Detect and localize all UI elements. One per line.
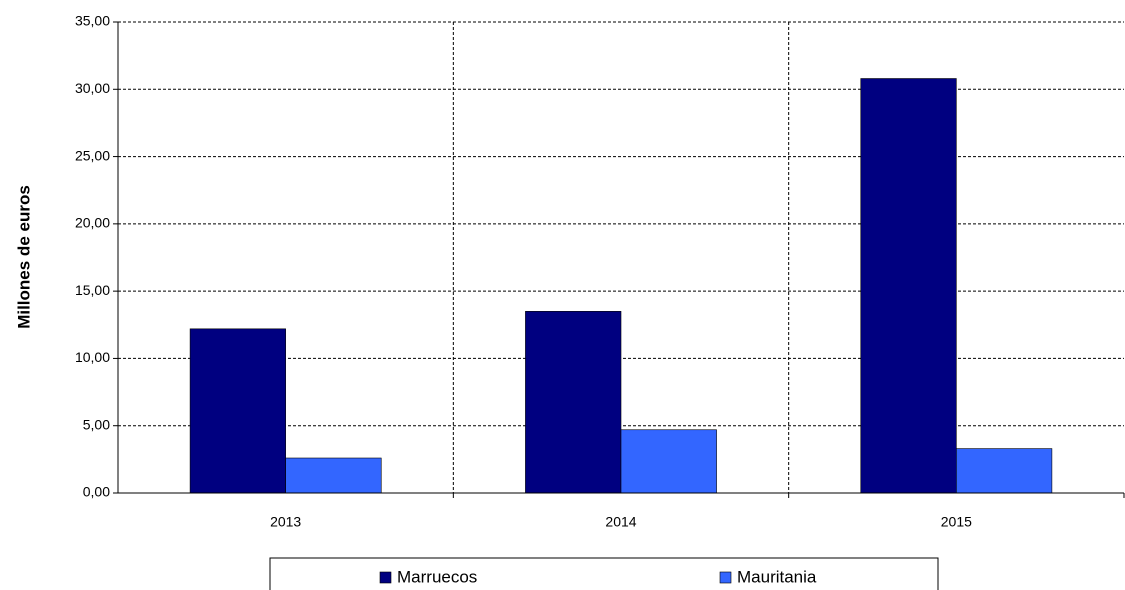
y-tick-label: 30,00 [75, 80, 110, 96]
bar [189, 328, 286, 494]
bar [620, 429, 717, 494]
legend-swatch [719, 571, 732, 584]
bar [285, 457, 382, 494]
y-tick-label: 0,00 [83, 484, 110, 500]
bar [956, 448, 1053, 494]
bar [860, 78, 957, 494]
x-tick-label: 2013 [270, 514, 301, 530]
y-tick-label: 10,00 [75, 349, 110, 365]
y-tick-label: 25,00 [75, 147, 110, 163]
bar [525, 311, 622, 494]
legend-box [269, 557, 939, 590]
legend-label: Mauritania [737, 567, 817, 586]
y-tick-label: 35,00 [75, 13, 110, 29]
x-tick-label: 2015 [941, 514, 972, 530]
legend-swatch [379, 571, 392, 584]
y-tick-label: 15,00 [75, 282, 110, 298]
y-tick-label: 20,00 [75, 215, 110, 231]
legend-label: Marruecos [397, 567, 477, 586]
x-tick-label: 2014 [605, 514, 636, 530]
y-tick-label: 5,00 [83, 416, 110, 432]
y-axis-label: Millones de euros [14, 185, 33, 329]
